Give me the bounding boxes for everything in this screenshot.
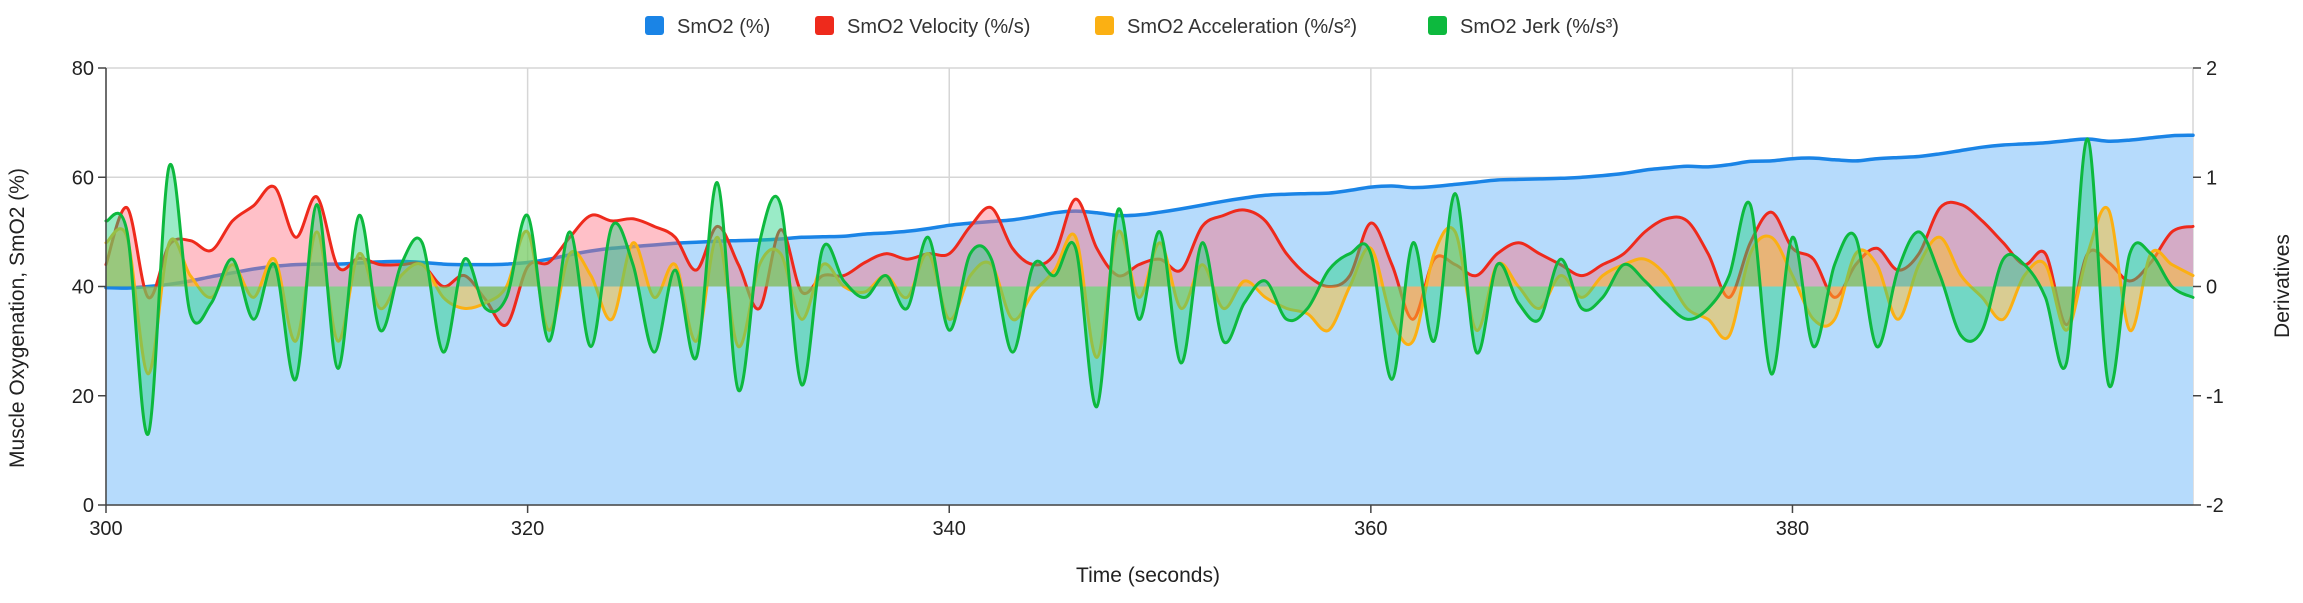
y-left-tick-label: 60 <box>72 167 94 189</box>
y-left-tick-label: 40 <box>72 277 94 299</box>
chart-legend: SmO2 (%) SmO2 Velocity (%/s) SmO2 Accelera… <box>645 16 1619 38</box>
legend-swatch <box>1428 16 1447 35</box>
x-tick-label: 340 <box>933 518 966 540</box>
legend-label: SmO2 (%) <box>677 16 770 38</box>
y-right-tick-label: 2 <box>2206 58 2217 80</box>
legend-swatch <box>645 16 664 35</box>
y-right-axis-title: Derivatives <box>2271 234 2294 338</box>
legend-label: SmO2 Velocity (%/s) <box>847 16 1030 38</box>
x-tick-label: 300 <box>89 518 122 540</box>
x-tick-label: 320 <box>511 518 544 540</box>
legend-item[interactable]: SmO2 (%) <box>645 16 770 38</box>
series-layer <box>104 133 2195 505</box>
y-left-tick-label: 80 <box>72 58 94 80</box>
x-tick-label: 360 <box>1354 518 1387 540</box>
y-left-tick-label: 0 <box>83 495 94 517</box>
legend-swatch <box>815 16 834 35</box>
y-right-tick-label: 0 <box>2206 277 2217 299</box>
series-line <box>104 137 2195 436</box>
x-tick-label: 380 <box>1776 518 1809 540</box>
chart-axes: 0 20 40 60 80 -2 -1 0 1 2 300 320 340 360 380 <box>72 58 2224 540</box>
series-2 <box>104 205 2195 376</box>
series-3 <box>104 137 2195 436</box>
series-line <box>104 205 2195 376</box>
legend-label: SmO2 Acceleration (%/s²) <box>1127 16 1357 38</box>
series-area <box>106 138 2193 435</box>
legend-item[interactable]: SmO2 Velocity (%/s) <box>815 16 1030 38</box>
y-right-tick-label: -2 <box>2206 495 2224 517</box>
series-area <box>106 186 2193 326</box>
series-0 <box>104 133 2195 505</box>
y-right-tick-label: -1 <box>2206 386 2224 408</box>
legend-label: SmO2 Jerk (%/s³) <box>1460 16 1619 38</box>
y-left-axis-title: Muscle Oxygenation, SmO2 (%) <box>6 168 29 468</box>
legend-swatch <box>1095 16 1114 35</box>
y-left-tick-label: 20 <box>72 386 94 408</box>
series-area <box>106 135 2193 505</box>
legend-item[interactable]: SmO2 Acceleration (%/s²) <box>1095 16 1357 38</box>
y-right-tick-label: 1 <box>2206 167 2217 189</box>
legend-item[interactable]: SmO2 Jerk (%/s³) <box>1428 16 1619 38</box>
x-axis-title: Time (seconds) <box>1076 564 1220 587</box>
series-line <box>104 133 2195 290</box>
